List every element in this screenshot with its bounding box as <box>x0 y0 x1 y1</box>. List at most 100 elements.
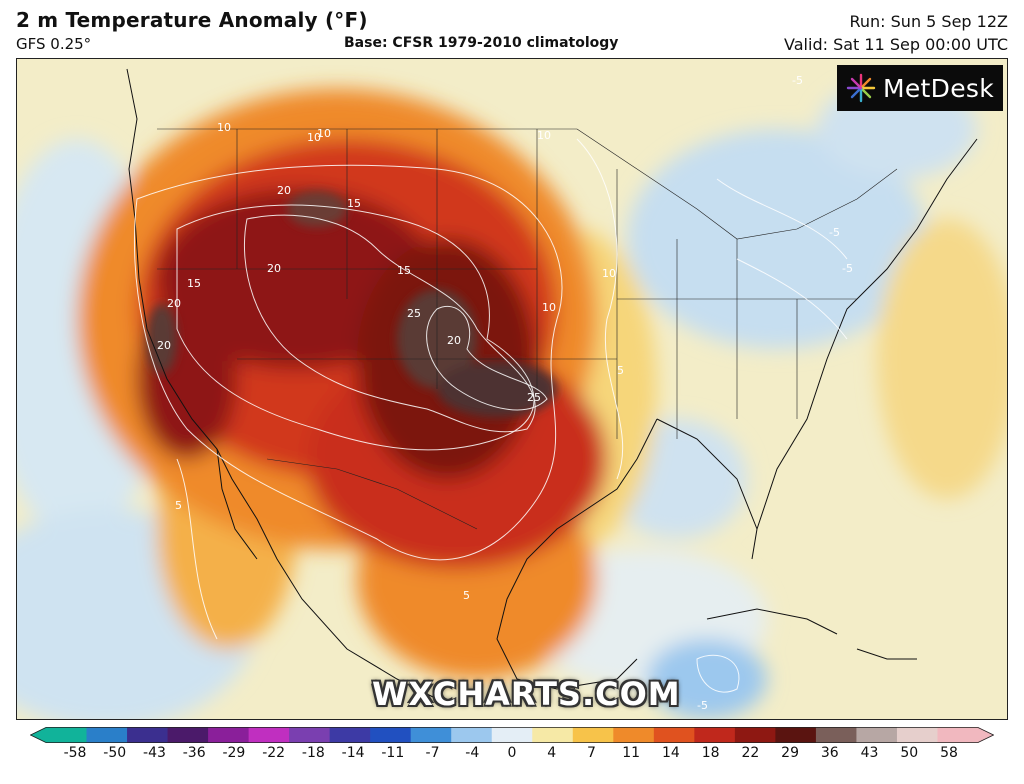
contour-label: 10 <box>537 129 551 142</box>
atlantic-coastline <box>756 138 978 530</box>
extreme-idaho-region <box>287 191 347 227</box>
colorbar-tick: 50 <box>900 745 919 761</box>
colorbar-tick: -36 <box>182 745 206 761</box>
eastern-state-borders <box>617 239 857 439</box>
contour-label-layer: 10 10 10 10 15 15 20 20 20 20 25 25 5 5 … <box>157 74 853 712</box>
colorbar-tick: 0 <box>507 745 517 761</box>
cool-great-lakes-region <box>627 129 927 349</box>
state-borders <box>157 129 618 439</box>
warm-atlantic-region <box>877 219 1007 499</box>
contour-10 <box>133 164 563 561</box>
contour-label: 20 <box>267 262 281 275</box>
colorbar-tick: 22 <box>741 745 760 761</box>
colorbar-segment <box>896 727 939 743</box>
colorbar-segment <box>613 727 655 743</box>
contour-label: -5 <box>697 699 708 712</box>
colorbar-segment <box>532 727 574 743</box>
contour-25 <box>426 305 548 411</box>
colorbar-tick: 7 <box>586 745 596 761</box>
extreme-central-valley-region <box>147 304 177 374</box>
contour-label: 20 <box>277 184 291 197</box>
contour-lines <box>133 138 848 693</box>
colorbar-segment <box>572 727 614 743</box>
colorbar-tick: 29 <box>781 745 799 761</box>
colorbar-segment <box>167 727 209 743</box>
anomaly-map: 10 10 10 10 15 15 20 20 20 20 25 25 5 5 … <box>16 58 1008 720</box>
climatology-base-label: Base: CFSR 1979-2010 climatology <box>344 35 619 51</box>
colorbar-tick: 4 <box>547 745 557 761</box>
valid-time-label: Valid: Sat 11 Sep 00:00 UTC <box>784 35 1008 54</box>
colorbar-segment <box>127 727 169 743</box>
contour-5-pacific <box>176 458 218 640</box>
contour-label: 10 <box>307 131 321 144</box>
colorbar-tick: 36 <box>820 745 839 761</box>
map-title: 2 m Temperature Anomaly (°F) <box>16 8 368 32</box>
contour-5-east <box>576 138 624 480</box>
colorbar-tick: -11 <box>381 745 405 761</box>
colorbar-segment <box>46 727 88 743</box>
colorbar-segment <box>410 727 452 743</box>
colorbar-tick: -22 <box>262 745 286 761</box>
contour-label: -5 <box>829 226 840 239</box>
colorbar-tick-labels: -58 -50 -43 -36 -29 -22 -18 -14 -11 -7 -4 0 4 7 11 14 18… <box>0 745 1024 775</box>
colorbar-tick: -50 <box>103 745 127 761</box>
hispaniola-coastline <box>856 648 917 660</box>
wxcharts-watermark: WXCHARTS.COM <box>372 675 681 713</box>
colorbar <box>30 727 994 743</box>
contour-label: -5 <box>842 262 853 275</box>
contour-label: 10 <box>602 267 616 280</box>
pacific-coastline <box>126 68 438 700</box>
contour-label: 10 <box>317 127 331 140</box>
colorbar-tick: 11 <box>622 745 641 761</box>
contour-label: 20 <box>167 297 181 310</box>
colorbar-segment <box>208 727 250 743</box>
gulf-coastline <box>496 418 658 690</box>
colorbar-tick: 43 <box>860 745 879 761</box>
colorbar-segment <box>370 727 412 743</box>
contour-label: 25 <box>407 307 421 320</box>
colorbar-segments <box>30 727 994 743</box>
map-canvas: 10 10 10 10 15 15 20 20 20 20 25 25 5 5 … <box>17 59 1007 719</box>
colorbar-segment <box>491 727 533 743</box>
colorbar-tick: -29 <box>222 745 246 761</box>
colorbar-segment <box>248 727 290 743</box>
colorbar-tick: -18 <box>301 745 325 761</box>
contour-minus5-caribbean <box>696 654 740 693</box>
metdesk-logo: MetDesk <box>837 65 1003 111</box>
contour-15 <box>176 204 535 451</box>
colorbar-tick: -43 <box>143 745 166 761</box>
colorbar-tick: 14 <box>661 745 680 761</box>
contour-label: 15 <box>187 277 201 290</box>
colorbar-tick: -7 <box>425 745 440 761</box>
contour-label: 10 <box>217 121 231 134</box>
colorbar-segment <box>694 727 736 743</box>
us-mexico-border <box>266 458 478 530</box>
colorbar-tick: -58 <box>63 745 87 761</box>
contour-label: -5 <box>792 74 803 87</box>
chart-header: 2 m Temperature Anomaly (°F) GFS 0.25° B… <box>0 0 1024 58</box>
colorbar-segment <box>815 727 858 743</box>
contour-20 <box>243 214 536 433</box>
cool-caribbean-region <box>647 639 767 719</box>
colorbar-segment <box>86 727 128 743</box>
contour-label: 25 <box>527 391 541 404</box>
model-label: GFS 0.25° <box>16 35 92 53</box>
colorbar-segment <box>734 727 776 743</box>
coastlines <box>126 68 978 700</box>
contour-label: 20 <box>157 339 171 352</box>
contour-label: 5 <box>463 589 470 602</box>
colorbar-max-arrow <box>978 727 994 743</box>
colorbar-segment <box>856 727 898 743</box>
colorbar-segment <box>289 727 331 743</box>
contour-minus5-northeast <box>716 178 848 340</box>
colorbar-segment <box>775 727 817 743</box>
colorbar-segment <box>329 727 371 743</box>
run-time-label: Run: Sun 5 Sep 12Z <box>849 12 1008 31</box>
colorbar-tick: -4 <box>465 745 480 761</box>
metdesk-logo-text: MetDesk <box>883 73 994 103</box>
colorbar-tick: -14 <box>341 745 365 761</box>
cuba-coastline <box>706 608 838 635</box>
baja-coastline <box>216 448 258 560</box>
colorbar-segment <box>937 727 979 743</box>
contour-label: 15 <box>347 197 361 210</box>
